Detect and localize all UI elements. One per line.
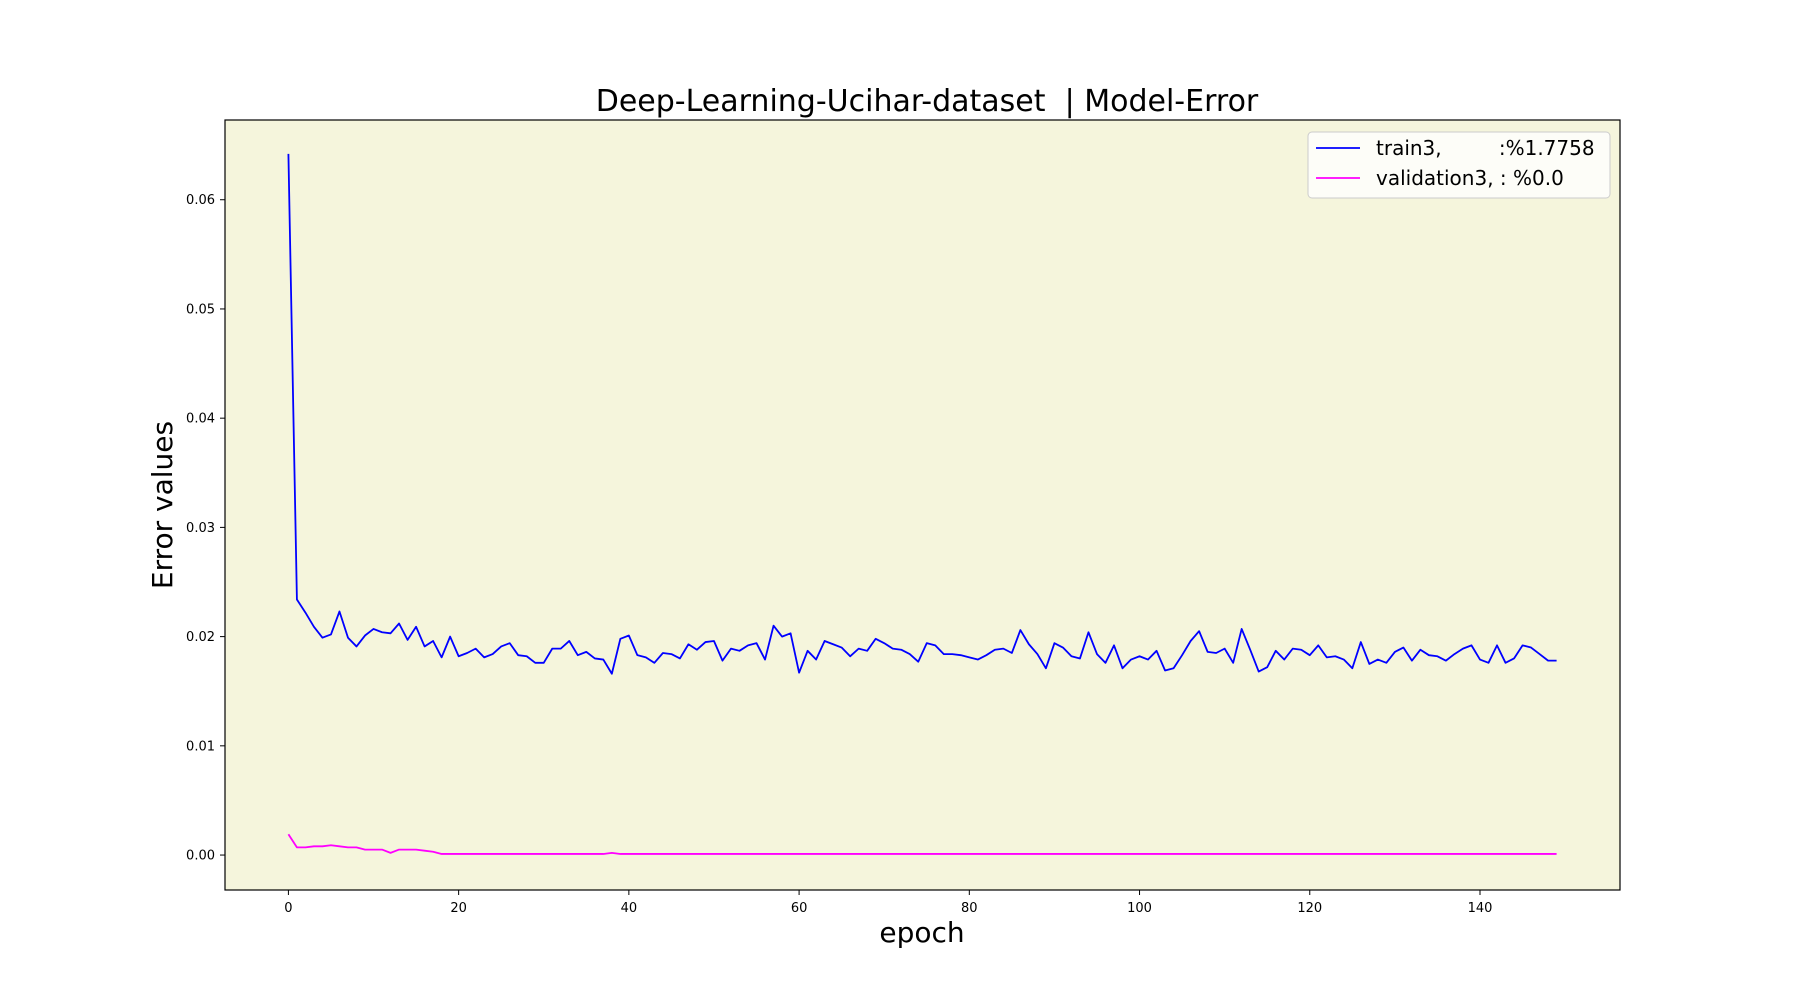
y-axis: 0.00 0.01 0.02 0.03 0.04 0.05 0.06 <box>186 193 225 864</box>
x-tick-label: 20 <box>450 901 467 916</box>
plot-frame <box>224 119 1621 891</box>
x-axis-label: epoch <box>879 916 964 949</box>
x-axis: 0 20 40 60 80 100 120 140 <box>284 890 1492 916</box>
chart-title: Deep-Learning-Ucihar-dataset | Model-Err… <box>596 84 1259 119</box>
x-tick-label: 100 <box>1127 901 1152 916</box>
validation3-line <box>287 833 1557 855</box>
x-tick-label: 0 <box>284 901 292 916</box>
y-tick-label: 0.03 <box>186 521 215 536</box>
train3-line <box>287 153 1557 675</box>
x-tick-label: 120 <box>1297 901 1322 916</box>
y-tick-label: 0.06 <box>186 193 215 208</box>
y-tick-label: 0.01 <box>186 739 215 754</box>
legend: train3, :%1.7758 validation3, : %0.0 <box>1307 131 1611 199</box>
x-tick-label: 80 <box>961 901 978 916</box>
y-tick-label: 0.05 <box>186 302 215 317</box>
y-axis-label: Error values <box>146 421 179 589</box>
y-tick-label: 0.02 <box>186 630 215 645</box>
y-tick-label: 0.04 <box>186 412 215 427</box>
legend-label-validation3: validation3, : %0.0 <box>1376 166 1564 190</box>
x-tick-label: 60 <box>791 901 808 916</box>
plot-area <box>225 120 1620 890</box>
legend-label-train3: train3, :%1.7758 <box>1376 136 1595 160</box>
y-tick-label: 0.00 <box>186 849 215 864</box>
series-lines <box>287 153 1557 855</box>
x-tick-label: 40 <box>621 901 638 916</box>
x-tick-label: 140 <box>1468 901 1493 916</box>
legend-box <box>1307 131 1611 199</box>
